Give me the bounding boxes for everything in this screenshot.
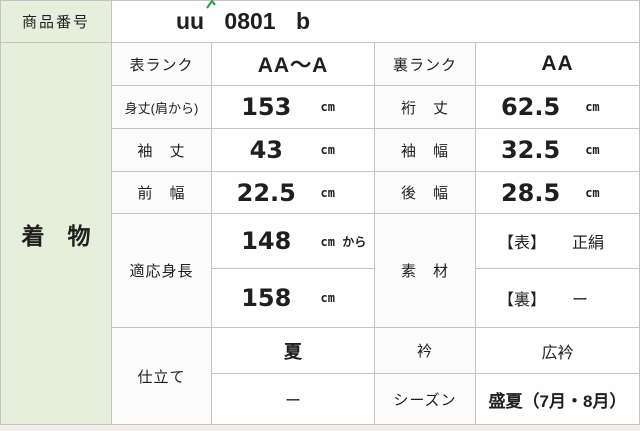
material-front-cell: 【表】 正絹 <box>476 214 639 268</box>
yuki-length-label-cell: 裄 丈 <box>375 86 475 128</box>
tailoring-top-value-cell: 夏 <box>212 328 374 373</box>
collar-value-cell: 広衿 <box>476 328 639 373</box>
yuki-length-value: 62.5 <box>500 93 561 121</box>
material-back-tag: 【裏】 <box>498 292 547 309</box>
front-width-label-cell: 前 幅 <box>112 172 211 213</box>
tailoring-bottom-value: ー <box>284 393 301 410</box>
back-width-label-cell: 後 幅 <box>375 172 475 213</box>
front-rank-value-cell: AA～A <box>212 43 374 85</box>
sleeve-width-value: 32.5 <box>500 136 561 164</box>
front-width-unit: cm <box>320 185 335 200</box>
height-from-value: 148 <box>241 227 292 255</box>
front-rank-label-cell: 表ランク <box>112 43 211 85</box>
tailoring-top-value: 夏 <box>284 341 302 362</box>
material-label-cell: 素 材 <box>375 214 475 327</box>
back-rank-value-cell: AA <box>476 43 639 85</box>
sleeve-length-value-cell: 43 cm <box>212 129 374 171</box>
body-length-label: 身丈(肩から) <box>124 100 199 116</box>
yuki-length-unit: cm <box>585 100 600 114</box>
body-length-label-cell: 身丈(肩から) <box>112 86 211 128</box>
sleeve-length-label: 袖 丈 <box>137 142 186 160</box>
season-value: 盛夏（7月・8月） <box>488 391 627 411</box>
kimono-category-cell: 着 物 <box>1 43 111 424</box>
yuki-length-label: 裄 丈 <box>400 99 449 117</box>
product-number-value: uu 0801 b <box>175 8 311 34</box>
back-rank-value: AA <box>541 52 574 75</box>
product-number-label-cell: 商品番号 <box>1 1 111 42</box>
green-check-mark <box>206 0 216 9</box>
season-value-cell: 盛夏（7月・8月） <box>476 374 639 424</box>
sleeve-width-unit: cm <box>585 143 600 157</box>
sleeve-width-label: 袖 幅 <box>400 142 449 160</box>
product-number-label: 商品番号 <box>21 14 90 31</box>
back-width-unit: cm <box>585 185 600 200</box>
material-label: 素 材 <box>400 263 449 280</box>
collar-value: 広衿 <box>541 344 574 362</box>
height-to-value: 158 <box>241 284 292 312</box>
front-width-value: 22.5 <box>236 178 296 207</box>
season-label-cell: シーズン <box>375 374 475 424</box>
height-to-unit: cm <box>320 291 335 305</box>
kimono-category-label: 着 物 <box>21 222 91 249</box>
sleeve-width-label-cell: 袖 幅 <box>375 129 475 171</box>
back-width-value: 28.5 <box>500 178 561 207</box>
front-rank-value: AA～A <box>257 54 329 77</box>
height-range-label-cell: 適応身長 <box>112 214 211 327</box>
season-label: シーズン <box>393 391 457 409</box>
sleeve-length-unit: cm <box>320 143 335 157</box>
tailoring-label-cell: 仕立て <box>112 328 211 424</box>
collar-label: 衿 <box>416 343 433 360</box>
back-rank-label: 裏ランク <box>392 56 457 74</box>
sleeve-length-value: 43 <box>249 136 283 164</box>
height-from-value-cell: 148 cm から <box>212 214 374 268</box>
product-number-value-cell: uu 0801 b <box>112 1 639 42</box>
material-back-value: ー <box>572 292 589 309</box>
material-front-value: 正絹 <box>572 235 605 252</box>
sleeve-length-label-cell: 袖 丈 <box>112 129 211 171</box>
body-length-unit: cm <box>320 100 335 114</box>
tailoring-bottom-value-cell: ー <box>212 374 374 424</box>
front-rank-label: 表ランク <box>129 56 194 74</box>
material-back-cell: 【裏】 ー <box>476 269 639 327</box>
body-length-value-cell: 153 cm <box>212 86 374 128</box>
height-range-label: 適応身長 <box>129 263 194 280</box>
tailoring-label: 仕立て <box>137 368 186 386</box>
sleeve-width-value-cell: 32.5 cm <box>476 129 639 171</box>
front-width-label: 前 幅 <box>137 185 186 202</box>
back-width-label: 後 幅 <box>400 185 449 202</box>
material-front-tag: 【表】 <box>498 235 547 252</box>
height-to-value-cell: 158 cm <box>212 269 374 327</box>
front-width-value-cell: 22.5 cm <box>212 172 374 213</box>
height-from-unit: cm から <box>320 234 367 249</box>
collar-label-cell: 衿 <box>375 328 475 373</box>
back-width-value-cell: 28.5 cm <box>476 172 639 213</box>
back-rank-label-cell: 裏ランク <box>375 43 475 85</box>
body-length-value: 153 <box>241 93 292 121</box>
yuki-length-value-cell: 62.5 cm <box>476 86 639 128</box>
